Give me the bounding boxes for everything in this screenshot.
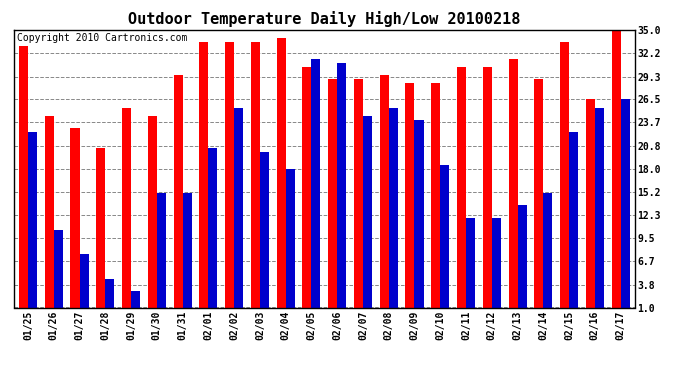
Bar: [457, 67, 466, 308]
Bar: [534, 79, 543, 308]
Bar: [19, 46, 28, 308]
Bar: [354, 79, 363, 308]
Bar: [286, 169, 295, 308]
Bar: [620, 99, 630, 308]
Bar: [406, 83, 415, 308]
Title: Outdoor Temperature Daily High/Low 20100218: Outdoor Temperature Daily High/Low 20100…: [128, 12, 520, 27]
Bar: [251, 42, 260, 308]
Bar: [431, 83, 440, 308]
Bar: [199, 42, 208, 308]
Bar: [311, 58, 320, 308]
Bar: [148, 116, 157, 308]
Bar: [611, 30, 620, 308]
Bar: [234, 108, 243, 307]
Bar: [440, 165, 449, 308]
Bar: [174, 75, 183, 307]
Bar: [328, 79, 337, 308]
Bar: [131, 291, 140, 308]
Bar: [380, 75, 388, 307]
Bar: [106, 279, 115, 308]
Bar: [560, 42, 569, 308]
Bar: [363, 116, 372, 308]
Bar: [586, 99, 595, 308]
Bar: [28, 132, 37, 308]
Bar: [225, 42, 234, 308]
Bar: [208, 148, 217, 308]
Bar: [183, 193, 192, 308]
Bar: [122, 108, 131, 307]
Bar: [569, 132, 578, 308]
Bar: [70, 128, 79, 308]
Bar: [518, 206, 526, 308]
Bar: [45, 116, 54, 308]
Bar: [337, 63, 346, 308]
Bar: [277, 38, 286, 308]
Bar: [260, 152, 269, 308]
Bar: [54, 230, 63, 308]
Bar: [483, 67, 492, 308]
Bar: [492, 218, 501, 308]
Text: Copyright 2010 Cartronics.com: Copyright 2010 Cartronics.com: [17, 33, 187, 43]
Bar: [466, 218, 475, 308]
Bar: [415, 120, 424, 308]
Bar: [157, 193, 166, 308]
Bar: [543, 193, 552, 308]
Bar: [388, 108, 397, 307]
Bar: [509, 58, 518, 308]
Bar: [302, 67, 311, 308]
Bar: [79, 255, 88, 308]
Bar: [595, 108, 604, 307]
Bar: [97, 148, 106, 308]
